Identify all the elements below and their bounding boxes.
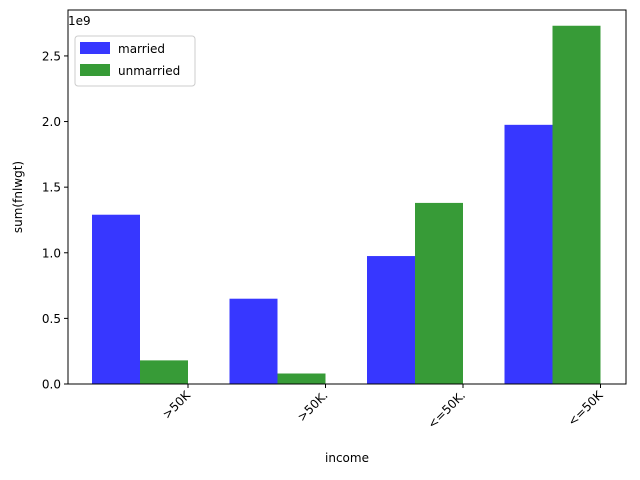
y-scale-label: 1e9 bbox=[68, 14, 91, 28]
x-tick-label: >50K bbox=[160, 387, 194, 421]
legend: married unmarried bbox=[74, 35, 196, 87]
y-tick-label: 1.0 bbox=[42, 246, 61, 260]
legend-swatch-unmarried bbox=[80, 64, 110, 76]
y-axis-label: sum(fnlwgt) bbox=[11, 161, 25, 233]
legend-label-unmarried: unmarried bbox=[118, 64, 180, 78]
bar-unmarried-1 bbox=[277, 373, 326, 384]
bar-unmarried-3 bbox=[552, 25, 601, 384]
legend-swatch-married bbox=[80, 42, 110, 54]
x-axis-label: income bbox=[325, 451, 369, 465]
bar-married-2 bbox=[367, 256, 415, 384]
x-tick-label: >50K. bbox=[295, 388, 331, 424]
x-tick-label: <=50K bbox=[565, 387, 606, 428]
y-tick-label: 1.5 bbox=[42, 181, 61, 195]
bar-married-3 bbox=[504, 124, 553, 385]
legend-label-married: married bbox=[118, 42, 165, 56]
y-axis-ticks: 0.0 0.5 1.0 1.5 2.0 2.5 bbox=[42, 49, 68, 392]
y-tick-label: 0.5 bbox=[42, 312, 61, 326]
x-axis-ticks: >50K >50K. <=50K. <=50K bbox=[160, 384, 606, 431]
y-tick-label: 0.0 bbox=[42, 378, 61, 392]
bars-group bbox=[92, 25, 601, 385]
bar-married-0 bbox=[92, 214, 140, 384]
axes-frame bbox=[67, 9, 627, 385]
bar-unmarried-0 bbox=[140, 360, 188, 384]
bar-unmarried-2 bbox=[415, 202, 463, 384]
bar-married-1 bbox=[229, 298, 278, 384]
y-tick-label: 2.0 bbox=[42, 115, 61, 129]
x-tick-label: <=50K. bbox=[425, 388, 468, 431]
y-tick-label: 2.5 bbox=[42, 49, 61, 63]
